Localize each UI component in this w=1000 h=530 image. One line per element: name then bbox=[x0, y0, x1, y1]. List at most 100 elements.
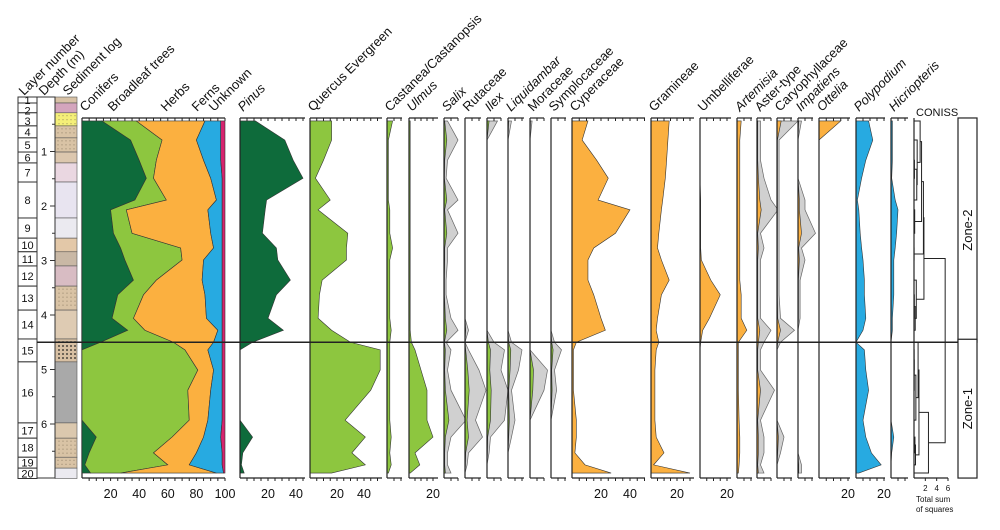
sediment-dot bbox=[66, 444, 68, 446]
sediment-dot bbox=[74, 444, 76, 446]
sediment-dot bbox=[74, 357, 76, 359]
sediment-dot bbox=[58, 353, 60, 355]
sediment-dot bbox=[58, 292, 60, 294]
taxon-ulmus-area bbox=[408, 120, 434, 474]
sediment-layer bbox=[54, 181, 78, 219]
sediment-dot bbox=[69, 132, 71, 134]
taxon-cyperaceae-tick-label: 40 bbox=[623, 487, 637, 501]
layer-number: 11 bbox=[22, 254, 33, 266]
layer-number: 16 bbox=[21, 387, 33, 399]
summary-tick-label: 40 bbox=[132, 487, 146, 501]
sediment-dot bbox=[62, 292, 64, 294]
sediment-dot bbox=[66, 304, 68, 306]
sediment-dot bbox=[73, 128, 75, 130]
taxon-ottelia-tick-label: 20 bbox=[841, 487, 855, 501]
sediment-dot bbox=[66, 448, 68, 450]
taxon-symplocaceae-exaggeration-area bbox=[550, 120, 562, 474]
taxon-gramineae-tick-label: 20 bbox=[670, 487, 684, 501]
sediment-dot bbox=[73, 463, 75, 465]
layer-number: 1 bbox=[24, 95, 30, 107]
layer-number: 17 bbox=[21, 426, 33, 438]
layer-number: 4 bbox=[24, 127, 30, 139]
sediment-dot bbox=[66, 353, 68, 355]
layer-number: 5 bbox=[24, 140, 30, 152]
sediment-dot bbox=[74, 448, 76, 450]
sediment-dot bbox=[58, 304, 60, 306]
sediment-dot bbox=[74, 115, 76, 117]
sediment-dot bbox=[62, 440, 64, 442]
sediment-dot bbox=[62, 296, 64, 298]
sediment-layer bbox=[54, 125, 78, 139]
coniss-branch bbox=[923, 258, 946, 444]
depth-tick-label: 1 bbox=[41, 147, 47, 159]
sediment-layer bbox=[54, 456, 78, 469]
sediment-dot bbox=[65, 132, 67, 134]
sediment-layer bbox=[54, 102, 78, 114]
summary-header-herbs: Herbs bbox=[158, 79, 193, 114]
sediment-dot bbox=[70, 349, 72, 351]
sediment-layer bbox=[54, 309, 78, 340]
sediment-layer bbox=[54, 285, 78, 311]
sediment-dot bbox=[70, 115, 72, 117]
sediment-layer bbox=[54, 237, 78, 253]
sediment-dot bbox=[66, 292, 68, 294]
taxon-impatiens-exaggeration-area bbox=[797, 120, 816, 474]
sediment-layer bbox=[54, 162, 78, 183]
sediment-dot bbox=[66, 349, 68, 351]
sediment-layer bbox=[54, 361, 78, 424]
sediment-dot bbox=[70, 304, 72, 306]
sediment-dot bbox=[66, 288, 68, 290]
sediment-dot bbox=[66, 300, 68, 302]
sediment-dot bbox=[70, 292, 72, 294]
sediment-dot bbox=[69, 128, 71, 130]
layer-number: 9 bbox=[24, 223, 30, 235]
sediment-dot bbox=[65, 148, 67, 150]
sediment-dot bbox=[69, 463, 71, 465]
sediment-layer bbox=[54, 112, 78, 127]
sediment-dot bbox=[57, 148, 59, 150]
sediment-dot bbox=[70, 353, 72, 355]
sediment-dot bbox=[58, 444, 60, 446]
sediment-dot bbox=[58, 349, 60, 351]
sediment-dot bbox=[70, 296, 72, 298]
sediment-dot bbox=[70, 444, 72, 446]
coniss-tick-label: 6 bbox=[946, 484, 951, 493]
sediment-dot bbox=[70, 440, 72, 442]
sediment-dot bbox=[74, 440, 76, 442]
sediment-dot bbox=[61, 132, 63, 134]
summary-tick-label: 20 bbox=[104, 487, 118, 501]
taxon-cyperaceae-tick-label: 20 bbox=[594, 487, 608, 501]
coniss-branch bbox=[916, 217, 925, 300]
layer-number: 2 bbox=[24, 105, 30, 117]
coniss-tick-label: 4 bbox=[934, 484, 939, 493]
depth-tick-label: 6 bbox=[41, 419, 47, 431]
summary-tick-label: 80 bbox=[189, 487, 203, 501]
layer-number: 8 bbox=[24, 195, 30, 207]
taxon-polypodium-tick-label: 20 bbox=[877, 487, 891, 501]
zone-label: Zone-1 bbox=[960, 388, 975, 429]
sediment-dot bbox=[70, 300, 72, 302]
sediment-dot bbox=[66, 115, 68, 117]
taxon-caryophyllaceae-exaggeration-area bbox=[776, 120, 799, 474]
sediment-dot bbox=[69, 144, 71, 146]
sediment-dot bbox=[74, 345, 76, 347]
summary-area-unknown bbox=[220, 120, 226, 474]
depth-tick-label: 4 bbox=[41, 310, 47, 322]
sediment-dot bbox=[74, 292, 76, 294]
sediment-dot bbox=[57, 144, 59, 146]
sediment-dot bbox=[74, 452, 76, 454]
taxon-aster-type-exaggeration-area bbox=[756, 120, 779, 474]
layer-number: 7 bbox=[24, 167, 30, 179]
sediment-dot bbox=[58, 296, 60, 298]
summary-tick-label: 60 bbox=[161, 487, 175, 501]
taxon-pinus-area bbox=[239, 120, 304, 474]
taxon-umbelliferae-tick-label: 20 bbox=[720, 487, 734, 501]
sediment-dot bbox=[74, 123, 76, 125]
sediment-layer bbox=[54, 437, 78, 458]
taxon-hicriopteris-area bbox=[890, 120, 899, 474]
taxon-castanea-castanopsis-area bbox=[386, 120, 393, 474]
depth-tick-label: 5 bbox=[41, 365, 47, 377]
sediment-dot bbox=[58, 440, 60, 442]
taxon-quercus-evergreen-header: Quercus Evergreen bbox=[305, 24, 395, 114]
